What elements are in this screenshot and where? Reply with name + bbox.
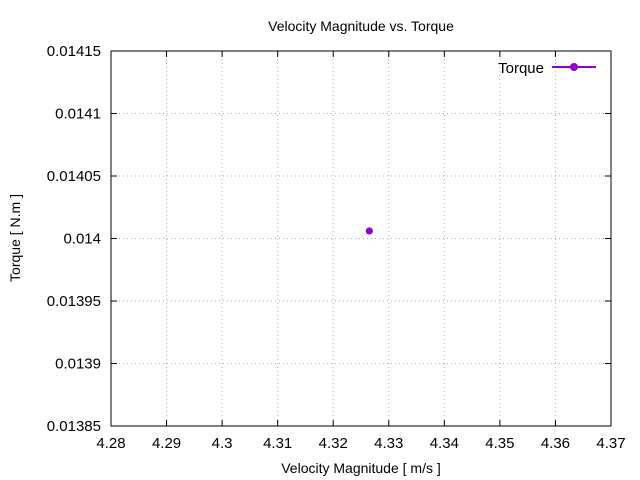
legend-label-torque: Torque <box>498 60 544 77</box>
data-point <box>365 227 373 235</box>
grid-lines <box>111 51 611 426</box>
x-tick-label: 4.3 <box>212 435 233 452</box>
y-tick-label: 0.01395 <box>47 293 101 310</box>
x-tick-label: 4.31 <box>263 435 292 452</box>
legend-marker-torque <box>570 63 578 71</box>
y-tick-label: 0.01415 <box>47 43 101 60</box>
x-tick-labels: 4.28 4.29 4.3 4.31 4.32 4.33 4.34 4.35 4.36 4.37 <box>96 435 625 452</box>
y-tick-label: 0.01385 <box>47 418 101 435</box>
chart-title: Velocity Magnitude vs. Torque <box>268 18 454 34</box>
legend: Torque <box>498 60 596 77</box>
tick-marks <box>110 50 612 427</box>
y-tick-label: 0.014 <box>63 231 101 248</box>
x-tick-label: 4.33 <box>374 435 403 452</box>
x-tick-label: 4.32 <box>319 435 348 452</box>
x-tick-label: 4.37 <box>596 435 625 452</box>
data-points <box>365 227 373 235</box>
y-tick-label: 0.0139 <box>55 356 101 373</box>
x-axis-title: Velocity Magnitude [ m/s ] <box>281 460 441 476</box>
x-tick-label: 4.34 <box>430 435 459 452</box>
y-tick-labels: 0.01385 0.0139 0.01395 0.014 0.01405 0.0141 0.… <box>47 43 101 435</box>
y-tick-label: 0.0141 <box>55 106 101 123</box>
x-tick-label: 4.28 <box>96 435 125 452</box>
x-tick-label: 4.36 <box>541 435 570 452</box>
x-tick-label: 4.35 <box>485 435 514 452</box>
x-tick-label: 4.29 <box>152 435 181 452</box>
y-tick-label: 0.01405 <box>47 168 101 185</box>
y-axis-title: Torque [ N.m ] <box>7 194 23 282</box>
